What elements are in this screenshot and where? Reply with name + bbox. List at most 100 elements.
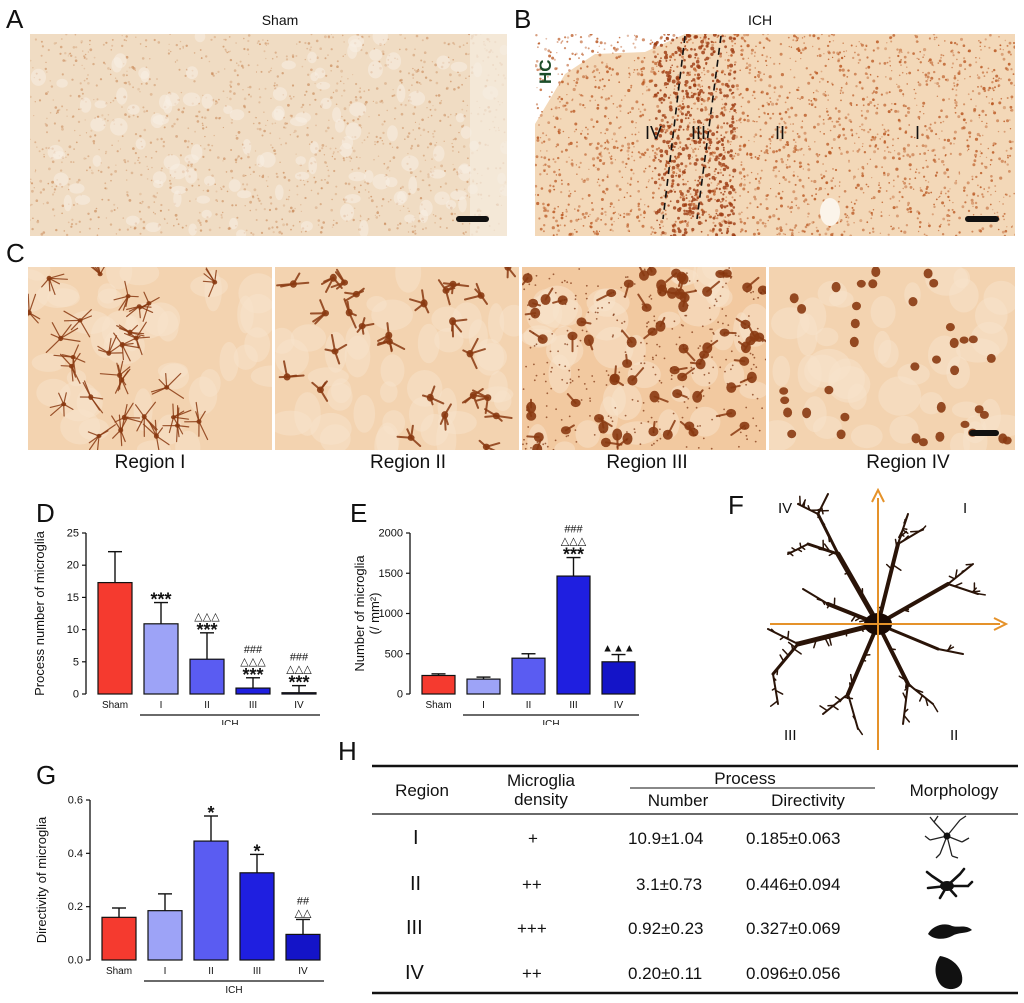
row-4-directivity: 0.096±0.056 bbox=[746, 964, 841, 983]
y-tick-label: 0.6 bbox=[68, 795, 83, 807]
bar-III bbox=[556, 575, 591, 695]
header-process: Process bbox=[714, 769, 776, 788]
bar-IV bbox=[285, 933, 321, 961]
row-4-region: IV bbox=[405, 962, 424, 984]
significance-mark: *** bbox=[196, 620, 217, 640]
bar-II bbox=[189, 658, 225, 695]
quadrant-iv-label: IV bbox=[778, 500, 793, 517]
row-4-density: ++ bbox=[522, 964, 542, 983]
header-morphology: Morphology bbox=[909, 781, 999, 800]
row-3-region: III bbox=[406, 917, 423, 939]
significance-mark: △△ bbox=[295, 907, 312, 919]
header-number: Number bbox=[647, 791, 709, 810]
y-axis-label: Process number of microglia bbox=[32, 530, 47, 695]
category-label: Sham bbox=[106, 966, 132, 977]
category-label: II bbox=[204, 700, 210, 711]
row-2-density: ++ bbox=[522, 875, 542, 894]
y-tick-label: 2000 bbox=[379, 528, 403, 540]
header-density: Microglia density bbox=[506, 771, 576, 809]
bar-II bbox=[511, 657, 546, 695]
panel-letter-h: H bbox=[338, 736, 357, 766]
significance-mark: ### bbox=[290, 652, 309, 664]
header-directivity: Directivity bbox=[771, 791, 845, 810]
row-2-number: 3.1±0.73 bbox=[636, 875, 703, 894]
category-label: Sham bbox=[102, 700, 128, 711]
category-label: I bbox=[160, 700, 163, 711]
row-1-region: I bbox=[413, 827, 419, 849]
category-label: III bbox=[569, 700, 577, 711]
significance-mark: ## bbox=[297, 895, 310, 907]
hc-label: HC bbox=[536, 59, 555, 84]
y-tick-label: 20 bbox=[67, 560, 79, 572]
significance-mark: * bbox=[253, 841, 260, 861]
bar-I bbox=[143, 623, 179, 695]
ich-region-label-1: IV bbox=[645, 123, 662, 143]
significance-mark: ### bbox=[564, 524, 583, 536]
region-i-label: Region I bbox=[114, 452, 186, 473]
y-axis-label: Number of microglia bbox=[352, 555, 367, 672]
ich-region-label-4: I bbox=[915, 123, 920, 143]
quadrant-ii-label: II bbox=[950, 727, 959, 744]
region-iii-micrograph bbox=[522, 267, 766, 450]
panel-letter-f: F bbox=[728, 490, 744, 520]
significance-mark: ▲▲▲ bbox=[602, 643, 635, 655]
significance-mark: *** bbox=[563, 545, 584, 565]
y-axis-unit: (/ mm²) bbox=[367, 593, 382, 635]
row-2-directivity: 0.446±0.094 bbox=[746, 875, 841, 894]
directivity-chart: 0.0 0.2 0.4 0.6 Directivity of microglia Sham… bbox=[34, 795, 324, 995]
significance-mark: * bbox=[207, 803, 214, 823]
category-label: IV bbox=[298, 966, 308, 977]
category-label: II bbox=[526, 700, 532, 711]
significance-mark: *** bbox=[242, 665, 263, 685]
row-4-number: 0.20±0.11 bbox=[628, 964, 703, 983]
region-iv-micrograph bbox=[769, 267, 1015, 450]
ich-micrograph: IV III II I HC bbox=[535, 34, 1015, 236]
significance-mark: ### bbox=[244, 644, 263, 656]
y-tick-label: 0.0 bbox=[68, 955, 83, 967]
quadrant-i-label: I bbox=[963, 500, 968, 517]
morphology-amoeboid-icon bbox=[928, 924, 972, 939]
sham-micrograph bbox=[30, 34, 507, 236]
microglia-directivity-diagram bbox=[767, 488, 1009, 750]
category-label: IV bbox=[294, 700, 304, 711]
morphology-ramified-icon bbox=[924, 815, 970, 859]
significance-mark: △△△ bbox=[240, 656, 266, 668]
quadrant-iii-label: III bbox=[784, 727, 797, 744]
header-region: Region bbox=[395, 781, 449, 800]
significance-mark: △△△ bbox=[286, 664, 312, 676]
row-3-directivity: 0.327±0.069 bbox=[746, 919, 841, 938]
y-tick-label: 0.2 bbox=[68, 901, 83, 913]
morphology-hypertrophic-icon bbox=[925, 867, 974, 900]
panel-letter-a: A bbox=[6, 4, 24, 34]
region-ii-label: Region II bbox=[369, 452, 447, 473]
significance-mark: △△△ bbox=[194, 611, 220, 623]
y-tick-label: 1000 bbox=[379, 608, 403, 620]
morphology-round-icon bbox=[935, 956, 963, 990]
bar-Sham bbox=[421, 674, 456, 695]
category-label: I bbox=[164, 966, 167, 977]
category-label: Sham bbox=[425, 700, 451, 711]
y-tick-label: 15 bbox=[67, 592, 79, 604]
region-iii-label: Region III bbox=[606, 452, 688, 473]
bar-IV bbox=[601, 661, 636, 695]
category-label: IV bbox=[614, 700, 624, 711]
region-i-micrograph bbox=[28, 267, 272, 450]
bar-III bbox=[239, 872, 275, 961]
y-tick-label: 5 bbox=[73, 656, 79, 668]
ich-region-label-3: II bbox=[775, 123, 785, 143]
microglia-number-chart: 0 500 1000 1500 2000 Number of microglia (/ mm… bbox=[352, 524, 639, 725]
ich-group-label: ICH bbox=[225, 985, 242, 995]
y-tick-label: 500 bbox=[385, 648, 403, 660]
y-tick-label: 0.4 bbox=[68, 848, 83, 860]
y-tick-label: 0 bbox=[397, 689, 403, 701]
bar-III bbox=[235, 687, 271, 695]
row-1-density: + bbox=[528, 829, 538, 848]
bar-IV bbox=[281, 692, 317, 695]
row-3-density: +++ bbox=[517, 919, 547, 938]
panel-b-title: ICH bbox=[747, 12, 773, 28]
significance-mark: *** bbox=[150, 590, 171, 610]
bar-I bbox=[147, 910, 183, 961]
row-2-region: II bbox=[410, 873, 422, 895]
row-1-directivity: 0.185±0.063 bbox=[746, 829, 841, 848]
ich-group-label: ICH bbox=[221, 719, 238, 725]
